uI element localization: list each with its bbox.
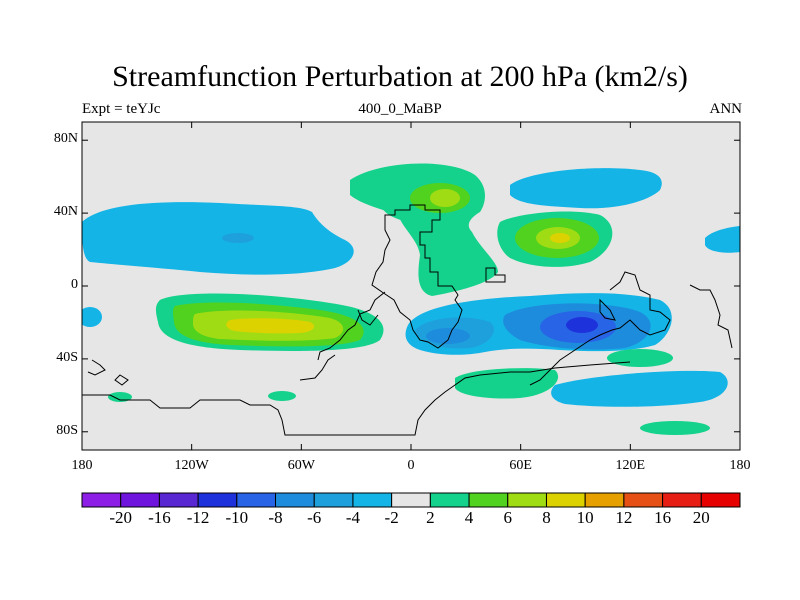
- x-tick-label: 180: [71, 458, 93, 473]
- contour-indian-neg10: [566, 317, 598, 333]
- colorbar-swatch: [545, 492, 586, 508]
- x-tick-label: 60W: [287, 458, 315, 473]
- colorbar-label: 10: [576, 508, 594, 527]
- colorbar-label: 8: [542, 508, 551, 527]
- colorbar-swatch: [623, 492, 664, 508]
- y-tick-label: 0: [71, 277, 78, 292]
- colorbar-label: 12: [615, 508, 633, 527]
- axis-ticks: [81, 122, 741, 450]
- contour-s-pacific-small-4b: [268, 391, 296, 401]
- contour-north-pacific-neg6: [222, 233, 254, 243]
- contour-eq-pacific-neg4: [82, 307, 102, 327]
- contour-s-ocean-4: [455, 368, 559, 399]
- y-tick-label: 40N: [53, 204, 78, 220]
- colorbar-swatch: [391, 492, 431, 508]
- colorbar-label: 6: [503, 508, 513, 527]
- colorbar-swatch: [662, 492, 702, 508]
- season-label: ANN: [709, 101, 743, 117]
- colorbar-swatch: [158, 492, 199, 508]
- x-tick-label: 60E: [509, 458, 532, 473]
- contour-s-atlantic-neg8: [426, 328, 470, 344]
- colorbar-label: -4: [345, 508, 361, 527]
- coastlines: [82, 204, 740, 450]
- colorbar-label: 20: [692, 508, 710, 527]
- contour-n-africa-8: [430, 189, 460, 207]
- contour-fills: [82, 163, 740, 435]
- period-label: 400_0_MaBP: [358, 101, 442, 117]
- colorbar-swatch: [584, 492, 625, 508]
- colorbar-swatch: [313, 492, 354, 508]
- y-tick-label: 80S: [56, 422, 78, 438]
- colorbar-swatch: [429, 492, 470, 508]
- colorbar-swatch: [275, 492, 315, 508]
- colorbar-swatch: [700, 492, 741, 508]
- contour-siberia-neg4: [510, 168, 662, 209]
- colorbar-label: -10: [225, 508, 249, 527]
- x-tick-label: 0: [407, 458, 415, 473]
- colorbar-swatch: [81, 492, 122, 508]
- colorbar-label: -8: [268, 508, 283, 527]
- contour-asia-10: [550, 233, 570, 243]
- contour-antarctic-4: [640, 421, 710, 435]
- chart-title: Streamfunction Perturbation at 200 hPa (…: [112, 60, 688, 93]
- colorbar-label: -12: [186, 508, 210, 527]
- contour-north-pacific-neg4: [82, 202, 354, 275]
- y-tick-label: 80N: [53, 131, 78, 147]
- colorbar-label: 4: [464, 508, 474, 527]
- colorbar: [81, 492, 741, 508]
- colorbar-swatch: [468, 492, 509, 508]
- colorbar-swatch: [507, 492, 547, 508]
- x-tick-label: 120W: [174, 458, 209, 473]
- contour-s-australia-neg4: [551, 370, 728, 407]
- colorbar-label: -2: [384, 508, 399, 527]
- colorbar-label: -16: [148, 508, 171, 527]
- contour-ne-pacific-neg4: [705, 226, 740, 253]
- colorbar-swatch: [236, 492, 277, 508]
- x-tick-label: 120E: [615, 458, 646, 473]
- contour-south-pacific-10: [226, 318, 315, 334]
- contour-s-indian-4: [607, 349, 673, 367]
- colorbar-label: 2: [426, 508, 435, 527]
- y-tick-label: 40S: [56, 349, 78, 365]
- colorbar-swatch: [197, 492, 238, 508]
- colorbar-swatch: [352, 492, 393, 508]
- colorbar-label: -6: [307, 508, 322, 527]
- colorbar-label: 16: [654, 508, 672, 527]
- colorbar-label: -20: [109, 508, 133, 527]
- experiment-label: Expt = teYJc: [82, 101, 161, 117]
- colorbar-swatch: [120, 492, 160, 508]
- x-tick-label: 180: [729, 458, 751, 473]
